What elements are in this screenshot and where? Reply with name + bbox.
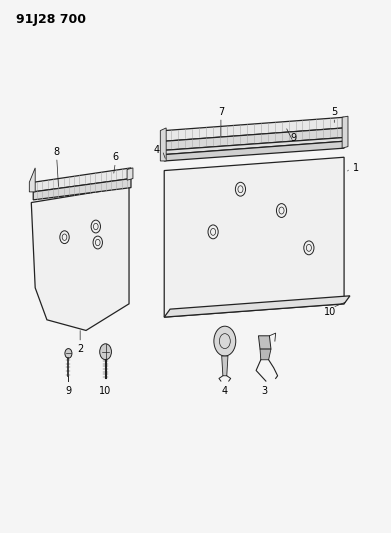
Text: 7: 7	[218, 107, 224, 117]
Text: 6: 6	[112, 152, 118, 162]
Polygon shape	[164, 157, 344, 317]
Text: 3: 3	[261, 386, 267, 395]
Text: 2: 2	[77, 344, 83, 354]
Text: 8: 8	[54, 147, 60, 157]
Polygon shape	[164, 141, 344, 161]
Polygon shape	[164, 296, 350, 317]
Text: 10: 10	[324, 307, 337, 317]
Polygon shape	[160, 128, 166, 161]
Polygon shape	[164, 138, 344, 155]
Text: 9: 9	[290, 133, 296, 142]
Text: 5: 5	[331, 107, 337, 117]
Polygon shape	[222, 356, 228, 376]
Polygon shape	[29, 168, 35, 192]
Polygon shape	[164, 117, 344, 141]
Polygon shape	[33, 179, 131, 200]
Text: 4: 4	[222, 386, 228, 395]
Circle shape	[214, 326, 236, 356]
Polygon shape	[127, 168, 133, 180]
Polygon shape	[258, 336, 271, 349]
Polygon shape	[164, 128, 344, 150]
Polygon shape	[31, 187, 129, 330]
Polygon shape	[33, 168, 131, 192]
Circle shape	[100, 344, 111, 360]
Text: 1: 1	[353, 163, 359, 173]
Text: 10: 10	[99, 386, 112, 395]
Text: 4: 4	[153, 146, 160, 155]
Circle shape	[65, 349, 72, 358]
Text: 9: 9	[65, 386, 72, 395]
Text: 91J28 700: 91J28 700	[16, 13, 86, 26]
Polygon shape	[260, 349, 271, 360]
Polygon shape	[342, 116, 348, 148]
